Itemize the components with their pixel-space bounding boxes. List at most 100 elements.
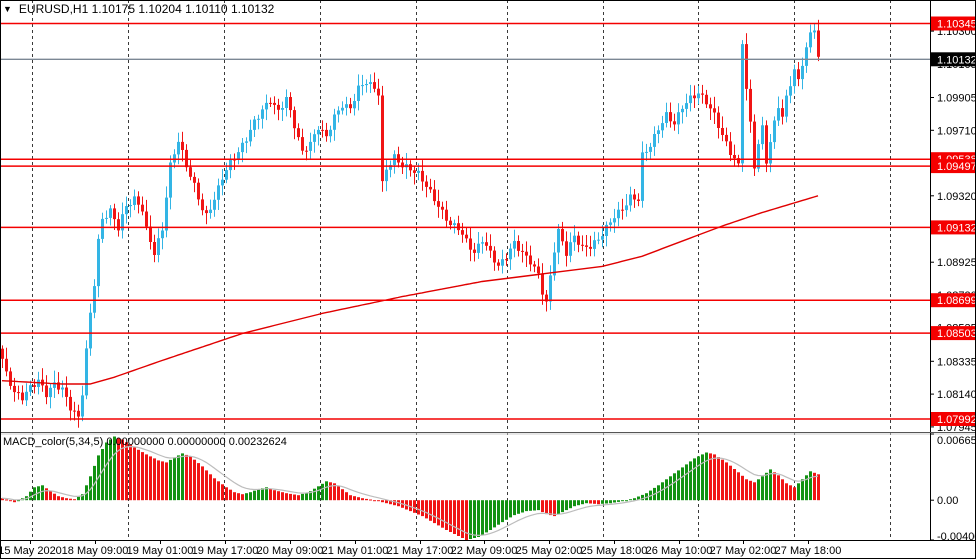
macd-histogram-bar	[297, 495, 300, 501]
macd-histogram-bar	[741, 475, 744, 501]
price-badge-label: 1.10345	[937, 19, 976, 31]
candle-wick	[582, 235, 583, 252]
macd-histogram-bar	[217, 481, 220, 501]
candle-body	[469, 238, 472, 250]
candle-body	[753, 121, 756, 169]
macd-histogram-bar	[801, 479, 804, 501]
candle-body	[225, 170, 228, 180]
macd-histogram-bar	[369, 499, 372, 501]
candle-body	[693, 95, 696, 99]
candle-body	[713, 108, 716, 113]
macd-histogram-bar	[77, 496, 80, 501]
macd-histogram-bar	[417, 500, 420, 515]
candle-body	[53, 382, 56, 388]
candle-wick	[454, 219, 455, 234]
macd-histogram-bar	[721, 459, 724, 501]
candle-body	[17, 392, 20, 394]
time-axis-label[interactable]: 25 May 18:00	[581, 545, 648, 557]
time-axis-label[interactable]: 21 May 01:00	[322, 545, 389, 557]
candle-body	[105, 217, 108, 219]
macd-histogram-bar	[633, 498, 636, 501]
time-axis-label[interactable]: 20 May 09:00	[257, 545, 324, 557]
candle-body	[529, 255, 532, 265]
time-axis-label[interactable]: 26 May 10:00	[646, 545, 713, 557]
candle-body	[153, 242, 156, 255]
macd-histogram-bar	[489, 500, 492, 530]
macd-histogram-bar	[45, 488, 48, 501]
candle-body	[389, 165, 392, 170]
time-axis-label[interactable]: 25 May 02:00	[516, 545, 583, 557]
candle-body	[329, 129, 332, 137]
time-axis-label[interactable]: 27 May 18:00	[775, 545, 842, 557]
macd-histogram-bar	[553, 500, 556, 517]
time-axis-label[interactable]: 21 May 17:00	[387, 545, 454, 557]
macd-histogram-bar	[377, 500, 380, 502]
macd-histogram-bar	[5, 499, 8, 501]
macd-histogram-bar	[737, 472, 740, 501]
time-axis-label[interactable]: 18 May 09:00	[62, 545, 129, 557]
macd-histogram-bar	[349, 495, 352, 501]
candle-body	[477, 243, 480, 253]
candle-wick	[710, 97, 711, 120]
candle-body	[533, 264, 536, 267]
macd-histogram-bar	[73, 499, 76, 501]
candle-body	[381, 95, 384, 182]
title-open: 1.10175	[91, 2, 136, 16]
candle-body	[117, 219, 120, 231]
macd-histogram-bar	[645, 493, 648, 501]
candle-body	[341, 107, 344, 111]
macd-histogram-bar	[373, 500, 376, 502]
macd-histogram-bar	[121, 439, 124, 501]
price-badge-label: 1.10132	[937, 54, 976, 66]
macd-histogram-bar	[529, 500, 532, 511]
macd-histogram-bar	[169, 459, 172, 501]
macd-histogram-bar	[33, 487, 36, 501]
price-badge	[931, 52, 976, 67]
macd-histogram-bar	[245, 493, 248, 501]
time-axis-label[interactable]: 15 May 2020	[0, 545, 62, 557]
candle-body	[569, 242, 572, 256]
macd-histogram-bar	[765, 472, 768, 501]
price-badge-label: 1.09497	[937, 161, 976, 173]
candle-body	[513, 241, 516, 249]
candle-body	[757, 144, 760, 169]
macd-histogram-bar	[433, 500, 436, 524]
candle-body	[737, 158, 740, 164]
macd-histogram-bar	[505, 500, 508, 520]
time-axis-label[interactable]: 19 May 17:00	[192, 545, 259, 557]
macd-histogram-bar	[233, 492, 236, 501]
time-axis-label[interactable]: 27 May 02:00	[710, 545, 777, 557]
time-axis-label[interactable]: 19 May 01:00	[127, 545, 194, 557]
macd-histogram-bar	[241, 494, 244, 501]
macd-histogram-bar	[117, 438, 120, 501]
macd-histogram-bar	[685, 464, 688, 501]
macd-axis-label: 0.0066558	[937, 435, 976, 447]
macd-histogram-bar	[581, 500, 584, 505]
candle-body	[573, 235, 576, 243]
macd-histogram-bar	[57, 496, 60, 501]
candle-wick	[658, 125, 659, 144]
candle-body	[129, 205, 132, 207]
candle-body	[677, 112, 680, 125]
time-axis-label[interactable]: 22 May 09:00	[451, 545, 518, 557]
macd-histogram-bar	[473, 500, 476, 538]
candle-body	[741, 44, 744, 164]
candle-body	[145, 211, 148, 227]
macd-histogram-bar	[501, 500, 504, 523]
candle-body	[301, 137, 304, 151]
candle-body	[497, 262, 500, 266]
candle-body	[633, 194, 636, 200]
macd-histogram-bar	[577, 500, 580, 506]
price-tick-label: 1.08335	[937, 356, 976, 368]
macd-histogram-bar	[701, 454, 704, 501]
symbol-dropdown-icon[interactable]: ▼	[3, 4, 12, 14]
macd-histogram-bar	[449, 500, 452, 532]
candle-body	[229, 159, 232, 171]
candle-body	[113, 208, 116, 220]
candle-body	[137, 196, 140, 205]
macd-histogram-bar	[477, 500, 480, 537]
macd-histogram-bar	[493, 500, 496, 528]
macd-histogram-bar	[717, 457, 720, 501]
macd-histogram-bar	[525, 500, 528, 512]
